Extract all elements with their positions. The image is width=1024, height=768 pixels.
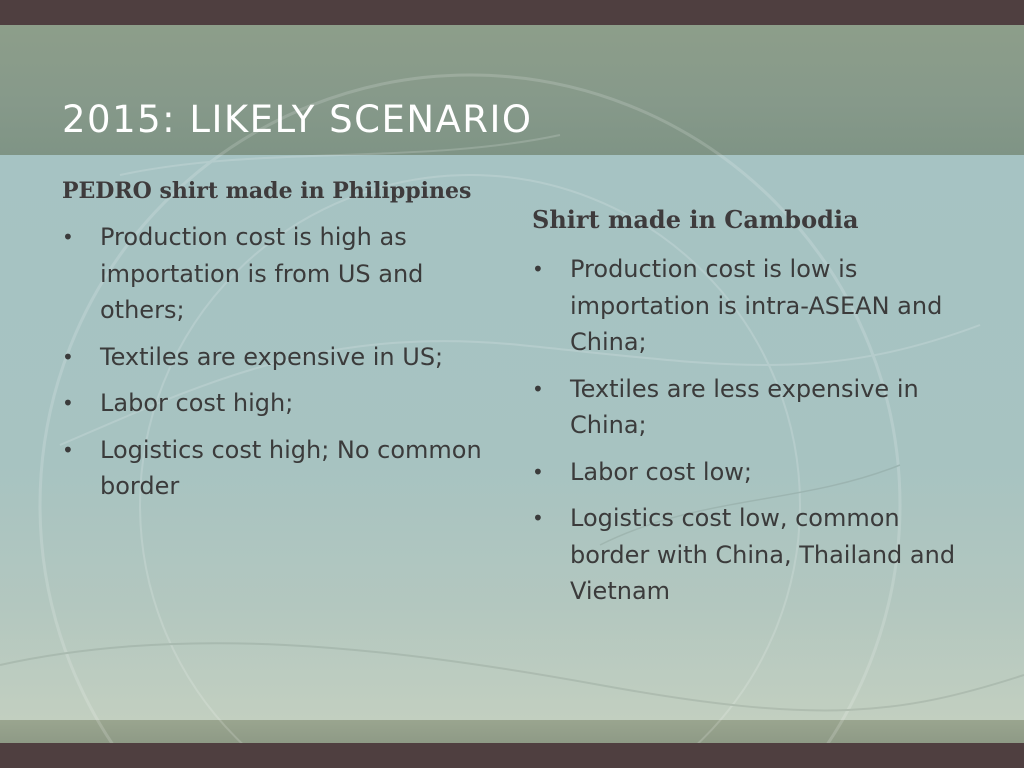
bullet-text: Production cost is high as importation i… — [100, 223, 424, 324]
list-item: • Textiles are less expensive in China; — [532, 371, 972, 444]
bullet-text: Labor cost high; — [100, 389, 294, 417]
bottom-frame-bar — [0, 743, 1024, 768]
title-band — [0, 25, 1024, 155]
list-item: • Labor cost low; — [532, 454, 972, 491]
bullet-text: Textiles are less expensive in China; — [570, 374, 919, 440]
right-column-heading: Shirt made in Cambodia — [532, 205, 859, 234]
list-item: • Logistics cost low, common border with … — [532, 500, 972, 610]
bullet-text: Production cost is low is importation is… — [570, 255, 943, 356]
left-bullet-list: • Production cost is high as importation … — [62, 219, 482, 505]
list-item: • Textiles are expensive in US; — [62, 339, 482, 376]
bullet-icon: • — [62, 437, 74, 462]
bottom-band — [0, 720, 1024, 743]
bullet-icon: • — [62, 391, 74, 415]
bullet-icon: • — [532, 459, 544, 484]
bullet-text: Labor cost low; — [570, 457, 752, 486]
bullet-text: Logistics cost high; No common border — [100, 435, 482, 501]
list-item: • Labor cost high; — [62, 385, 482, 422]
list-item: • Production cost is high as importation … — [62, 219, 482, 329]
left-column: PEDRO shirt made in Philippines • Product… — [62, 178, 482, 515]
left-column-heading: PEDRO shirt made in Philippines — [62, 178, 472, 204]
bullet-text: Textiles are expensive in US; — [100, 342, 444, 371]
body-area — [0, 155, 1024, 720]
right-bullet-list: • Production cost is low is importation i… — [532, 251, 972, 610]
bullet-text: Logistics cost low, common border with C… — [570, 504, 956, 605]
list-item: • Logistics cost high; No common border — [62, 432, 482, 505]
bullet-icon: • — [532, 257, 544, 281]
top-frame-bar — [0, 0, 1024, 25]
bullet-icon: • — [532, 506, 544, 530]
bullet-icon: • — [532, 376, 544, 401]
bullet-icon: • — [62, 225, 74, 249]
slide-title: 2015: LIKELY SCENARIO — [62, 98, 533, 141]
right-column: Shirt made in Cambodia • Production cost … — [532, 205, 972, 620]
bullet-icon: • — [62, 344, 74, 369]
list-item: • Production cost is low is importation i… — [532, 251, 972, 361]
